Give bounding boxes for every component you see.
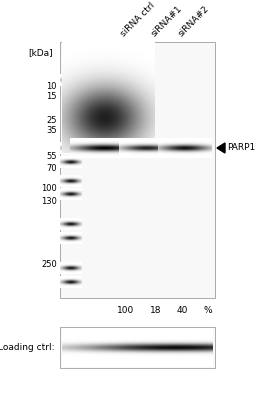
Text: siRNA#1: siRNA#1 <box>150 4 184 38</box>
Text: 10: 10 <box>46 82 57 90</box>
Bar <box>60 327 215 368</box>
Text: 55: 55 <box>46 152 57 162</box>
Text: 130: 130 <box>41 197 57 206</box>
Text: 25: 25 <box>46 116 57 124</box>
Text: 35: 35 <box>46 126 57 135</box>
Text: Loading ctrl:: Loading ctrl: <box>0 343 55 352</box>
Text: 15: 15 <box>46 92 57 101</box>
Bar <box>60 42 215 298</box>
Text: [kDa]: [kDa] <box>28 48 53 57</box>
Text: PARP1: PARP1 <box>227 144 255 152</box>
Polygon shape <box>217 143 225 153</box>
Text: 100: 100 <box>41 184 57 193</box>
Text: %: % <box>204 306 212 315</box>
Text: 70: 70 <box>46 164 57 174</box>
Text: 250: 250 <box>41 260 57 269</box>
Text: 40: 40 <box>177 306 188 315</box>
Text: 18: 18 <box>150 306 162 315</box>
Text: siRNA ctrl: siRNA ctrl <box>119 0 156 38</box>
Text: siRNA#2: siRNA#2 <box>176 4 210 38</box>
Text: 100: 100 <box>116 306 134 315</box>
